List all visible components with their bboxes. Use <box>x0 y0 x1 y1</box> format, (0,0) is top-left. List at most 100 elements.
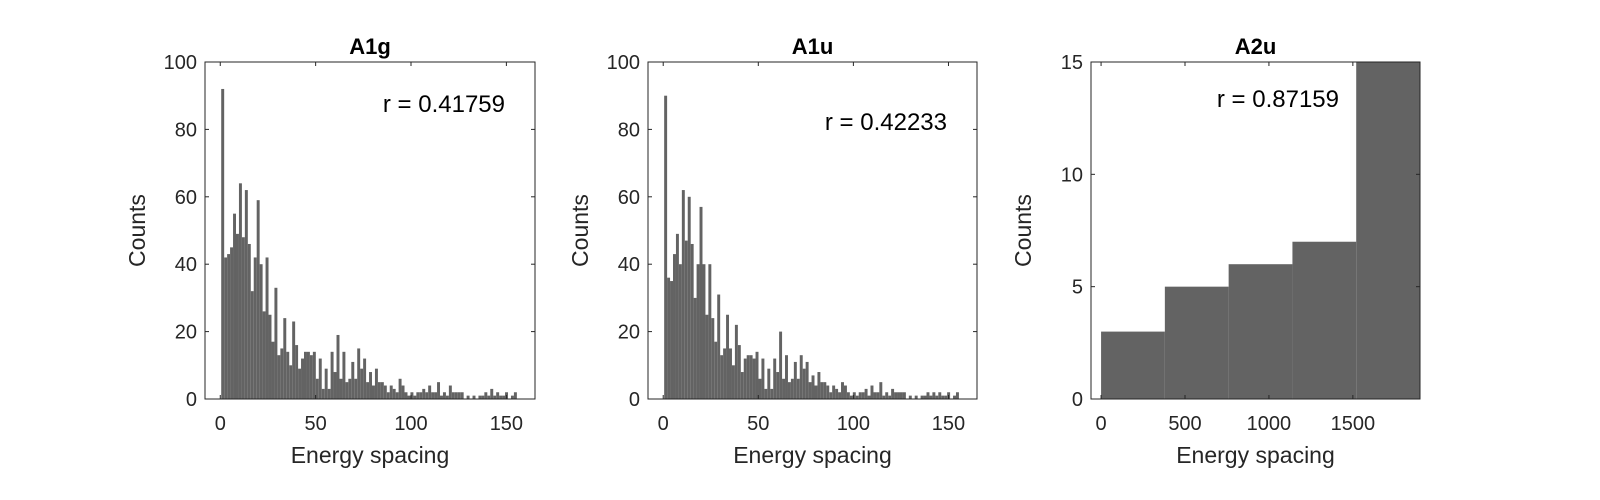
y-tick-label: 80 <box>175 119 197 141</box>
histogram-bar <box>454 392 458 399</box>
x-tick-label: 100 <box>394 413 427 435</box>
histogram-bar <box>761 358 765 399</box>
histogram-bar <box>670 281 674 399</box>
histogram-bar <box>764 388 768 399</box>
x-tick-label: 0 <box>658 413 669 435</box>
histogram-bar <box>440 395 443 399</box>
histogram-bar <box>858 392 862 399</box>
histogram-bar <box>944 395 948 399</box>
histogram-bar <box>902 392 906 399</box>
histogram-bar <box>935 395 939 399</box>
histogram-bar <box>870 385 874 399</box>
x-tick-label: 1000 <box>1247 413 1292 435</box>
x-tick-label: 500 <box>1168 413 1201 435</box>
histogram-bar <box>908 395 912 399</box>
histogram-bar <box>366 382 370 399</box>
histogram-bar <box>796 378 800 399</box>
histogram-bar <box>330 351 334 399</box>
histogram-bar <box>324 368 328 399</box>
histogram-bar <box>336 334 340 399</box>
histogram-bar <box>369 372 373 399</box>
x-tick-label: 50 <box>747 413 769 435</box>
histogram-bar <box>802 368 806 399</box>
histogram-bar <box>805 361 809 399</box>
histogram-bar <box>941 395 945 399</box>
axes-box <box>204 61 536 400</box>
histogram-bar <box>241 237 245 399</box>
histogram-bar <box>283 318 287 399</box>
histogram-bar <box>289 365 293 399</box>
histogram-bar <box>445 395 449 399</box>
histogram-bar <box>448 385 452 399</box>
panel-a1g: Energy spacing Counts 0 50 100 150 0 20 40 60 80… <box>124 34 536 468</box>
y-tick-label: 60 <box>175 187 197 209</box>
histogram-bar <box>885 392 889 399</box>
histogram-bar <box>298 368 302 399</box>
histogram-bar <box>820 382 824 399</box>
histogram-bar <box>481 395 485 399</box>
histogram-bar <box>864 388 868 399</box>
histogram-bar <box>419 392 423 399</box>
histogram-bar <box>684 240 688 399</box>
histogram-bar <box>1101 331 1165 399</box>
histogram-bar <box>932 392 936 399</box>
histogram-bar <box>776 372 780 399</box>
histogram-bar <box>401 385 405 399</box>
histogram-bar <box>953 395 956 399</box>
histogram-bar <box>790 378 794 399</box>
histogram-bar <box>897 392 900 399</box>
histogram-bar <box>354 378 358 399</box>
histogram-bar <box>392 388 396 399</box>
histogram-bar <box>926 392 930 399</box>
y-tick-label: 0 <box>629 389 640 411</box>
histogram-bar <box>233 213 236 399</box>
histogram-bar <box>315 378 319 399</box>
histogram-bar <box>731 365 735 399</box>
histogram-bar <box>496 392 500 399</box>
x-tick-label: 100 <box>837 413 870 435</box>
histogram-bar <box>221 88 225 400</box>
histogram-bar <box>752 358 756 399</box>
x-axis-label: Energy spacing <box>733 442 892 468</box>
histogram-bar <box>723 348 727 399</box>
histogram-bar <box>410 392 414 399</box>
histogram-bar <box>696 264 700 399</box>
histogram-bar <box>720 355 724 399</box>
histogram-bar <box>849 395 853 399</box>
histogram-bar <box>1356 62 1420 399</box>
histogram-bar <box>339 378 343 399</box>
histogram-bar <box>938 392 942 399</box>
y-tick-label: 40 <box>175 254 197 276</box>
histogram-bar <box>351 361 355 399</box>
histogram-bar <box>513 392 517 399</box>
x-tick-label: 50 <box>305 413 327 435</box>
histogram-bar <box>383 385 387 399</box>
histogram-bar <box>740 372 744 399</box>
histogram-bar <box>737 345 741 399</box>
histogram-bar <box>841 382 844 399</box>
histogram-bar <box>1292 241 1357 399</box>
axes-box <box>1090 61 1421 400</box>
histogram-bar <box>301 358 304 399</box>
histogram-bar <box>407 395 411 399</box>
histogram-bar <box>274 287 278 399</box>
histogram-bar <box>244 190 248 399</box>
y-tick-label: 5 <box>1072 277 1083 299</box>
histogram-bar <box>673 254 676 399</box>
histogram-bar <box>882 395 886 399</box>
histogram-bar <box>265 257 269 399</box>
histogram-bar <box>360 368 364 399</box>
histogram-bars <box>1101 62 1420 399</box>
histogram-bar <box>855 395 859 399</box>
histogram-bar <box>478 395 482 399</box>
histogram-bar <box>416 392 420 399</box>
histogram-bar <box>891 388 895 399</box>
histogram-bar <box>755 351 759 399</box>
histogram-bar <box>318 358 322 399</box>
histogram-bar <box>431 392 435 399</box>
x-tick-label: 0 <box>215 413 226 435</box>
histogram-bar <box>690 243 694 399</box>
histogram-bar <box>899 392 903 399</box>
histogram-bar <box>826 385 830 399</box>
y-tick-label: 0 <box>1072 389 1083 411</box>
